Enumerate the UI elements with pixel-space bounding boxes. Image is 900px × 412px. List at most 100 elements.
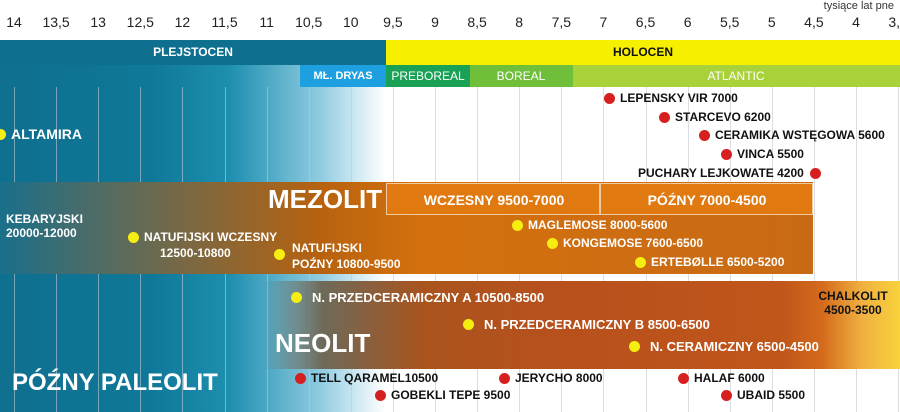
chalcolithic-label: CHALKOLIT 4500-3500 — [808, 289, 898, 317]
axis-tick-label: 12,5 — [126, 14, 154, 30]
epoch-holocene-band: HOLOCEN — [386, 40, 900, 65]
axis-tick-label: 7 — [599, 14, 608, 30]
epoch-pleistocene-band: PLEJSTOCEN — [0, 40, 386, 65]
site-halaf: HALAF 6000 — [678, 372, 765, 385]
axis-tick-label: 4,5 — [804, 14, 824, 30]
neolithic-title: NEOLIT — [275, 328, 371, 358]
mesolithic-title: MEZOLIT — [268, 184, 383, 214]
culture-natufian-late: NATUFIJSKI POŹNY 10800-9500 — [274, 242, 401, 271]
culture-kebaran-line2: 20000-12000 — [6, 226, 77, 240]
grid-line — [898, 87, 900, 412]
site-marker-red — [721, 390, 732, 401]
stage-younger-dryas-label: MŁ. DRYAS — [313, 70, 373, 82]
site-funnel-beaker-label: PUCHARY LEJKOWATE 4200 — [638, 166, 804, 180]
culture-maglemose: MAGLEMOSE 8000-5600 — [512, 219, 667, 232]
site-marker-yellow — [635, 257, 646, 268]
culture-natufian-early: NATUFIJSKI WCZESNY 12500-10800 — [128, 231, 277, 260]
site-halaf-label: HALAF 6000 — [694, 371, 765, 385]
axis-tick-label: 11,5 — [211, 14, 238, 30]
axis-tick-label: 5,5 — [719, 14, 740, 30]
stage-preboreal-label: PREBOREAL — [391, 69, 465, 83]
site-linear-pottery: CERAMIKA WSTĘGOWA 5600 — [699, 129, 885, 142]
grid-line — [813, 87, 815, 412]
site-altamira: ALTAMIRA — [0, 126, 83, 142]
stage-atlantic-band: ATLANTIC — [573, 65, 900, 87]
stage-preboreal-band: PREBOREAL — [386, 65, 470, 87]
stage-younger-dryas-band: MŁ. DRYAS — [300, 65, 386, 87]
culture-kebaran: KEBARYJSKI 20000-12000 — [6, 212, 83, 240]
neolithic-band — [262, 281, 900, 369]
mesolithic-late-bar: PÓŹNY 7000-4500 — [600, 183, 813, 215]
site-marker-red — [375, 390, 386, 401]
site-jericho-label: JERYCHO 8000 — [515, 371, 603, 385]
axis-tick-label: 13 — [90, 14, 106, 30]
axis-tick-label: 6 — [683, 14, 692, 30]
site-starcevo-label: STARCEVO 6200 — [675, 110, 771, 124]
site-marker-red — [604, 93, 615, 104]
site-starcevo: STARCEVO 6200 — [659, 111, 771, 124]
culture-natufian-early-line2: 12500-10800 — [160, 246, 231, 260]
axis-tick-label: 7,5 — [551, 14, 572, 30]
site-tell-qaramel-label: TELL QARAMEL10500 — [311, 371, 439, 385]
axis-tick-label: 9 — [431, 14, 439, 30]
site-lepenski-vir-label: LEPENSKY VIR 7000 — [620, 91, 738, 105]
stage-boreal-band: BOREAL — [470, 65, 573, 87]
site-lepenski-vir: LEPENSKY VIR 7000 — [604, 92, 738, 105]
grid-line — [856, 87, 857, 412]
site-jericho: JERYCHO 8000 — [499, 372, 603, 385]
late-paleolithic-title: PÓŹNY PALEOLIT — [12, 369, 218, 396]
axis-tick-label: 8,5 — [467, 14, 487, 30]
site-gobekli-tepe-label: GOBEKLI TEPE 9500 — [391, 388, 511, 402]
site-marker-yellow — [547, 238, 558, 249]
culture-pottery-neolithic-label: N. CERAMICZNY 6500-4500 — [650, 339, 819, 354]
stage-boreal-label: BOREAL — [496, 69, 546, 83]
site-ubaid-label: UBAID 5500 — [737, 388, 806, 402]
chalcolithic-label-line2: 4500-3500 — [824, 303, 882, 317]
culture-ppnb: N. PRZEDCERAMICZNY B 8500-6500 — [463, 318, 710, 331]
site-vinca: VINCA 5500 — [721, 148, 804, 161]
axis-tick-label: 8 — [515, 14, 524, 30]
culture-ppnb-label: N. PRZEDCERAMICZNY B 8500-6500 — [484, 317, 710, 332]
culture-kongemose-label: KONGEMOSE 7600-6500 — [563, 236, 704, 250]
culture-natufian-early-line1: NATUFIJSKI WCZESNY — [144, 230, 278, 244]
site-marker-yellow — [463, 319, 474, 330]
site-marker-yellow — [0, 129, 6, 140]
site-marker-yellow — [274, 249, 285, 260]
site-linear-pottery-label: CERAMIKA WSTĘGOWA 5600 — [715, 128, 885, 142]
site-marker-red — [499, 373, 510, 384]
axis-tick-label: 10,5 — [295, 14, 323, 30]
axis-tick-label: 6,5 — [635, 14, 656, 30]
site-ubaid: UBAID 5500 — [721, 389, 805, 402]
site-marker-red — [699, 130, 710, 141]
site-marker-red — [721, 149, 732, 160]
site-marker-red — [678, 373, 689, 384]
culture-ppna: N. PRZEDCERAMICZNY A 10500-8500 — [291, 291, 544, 304]
axis-tick-label: 3,5 — [888, 14, 900, 30]
site-marker-yellow — [512, 220, 523, 231]
culture-maglemose-label: MAGLEMOSE 8000-5600 — [528, 218, 668, 232]
chalcolithic-label-line1: CHALKOLIT — [818, 289, 888, 303]
epoch-pleistocene-label: PLEJSTOCEN — [153, 45, 233, 59]
axis-unit-label: tysiące lat pne — [823, 0, 894, 12]
mesolithic-early-label: WCZESNY 9500-7000 — [423, 192, 565, 208]
stage-atlantic-label: ATLANTIC — [707, 69, 765, 83]
site-gobekli-tepe: GOBEKLI TEPE 9500 — [375, 389, 510, 402]
mesolithic-early-bar: WCZESNY 9500-7000 — [386, 183, 600, 215]
culture-natufian-late-line2: POŹNY 10800-9500 — [292, 257, 401, 271]
site-altamira-label: ALTAMIRA — [11, 126, 83, 142]
site-marker-red — [659, 112, 670, 123]
epoch-holocene-label: HOLOCEN — [613, 45, 673, 59]
site-marker-red — [295, 373, 306, 384]
culture-ertebolle: ERTEBØLLE 6500-5200 — [635, 256, 784, 269]
site-marker-red — [809, 167, 821, 179]
axis-tick-label: 4 — [852, 14, 860, 30]
site-marker-yellow — [629, 341, 640, 352]
culture-kongemose: KONGEMOSE 7600-6500 — [547, 237, 703, 250]
culture-ppna-label: N. PRZEDCERAMICZNY A 10500-8500 — [312, 290, 545, 305]
site-tell-qaramel: TELL QARAMEL10500 — [295, 372, 438, 385]
axis-tick-label: 14 — [6, 14, 22, 30]
axis-tick-label: 12 — [174, 14, 191, 30]
axis-tick-label: 13,5 — [42, 14, 70, 30]
site-funnel-beaker: PUCHARY LEJKOWATE 4200 — [638, 166, 821, 180]
